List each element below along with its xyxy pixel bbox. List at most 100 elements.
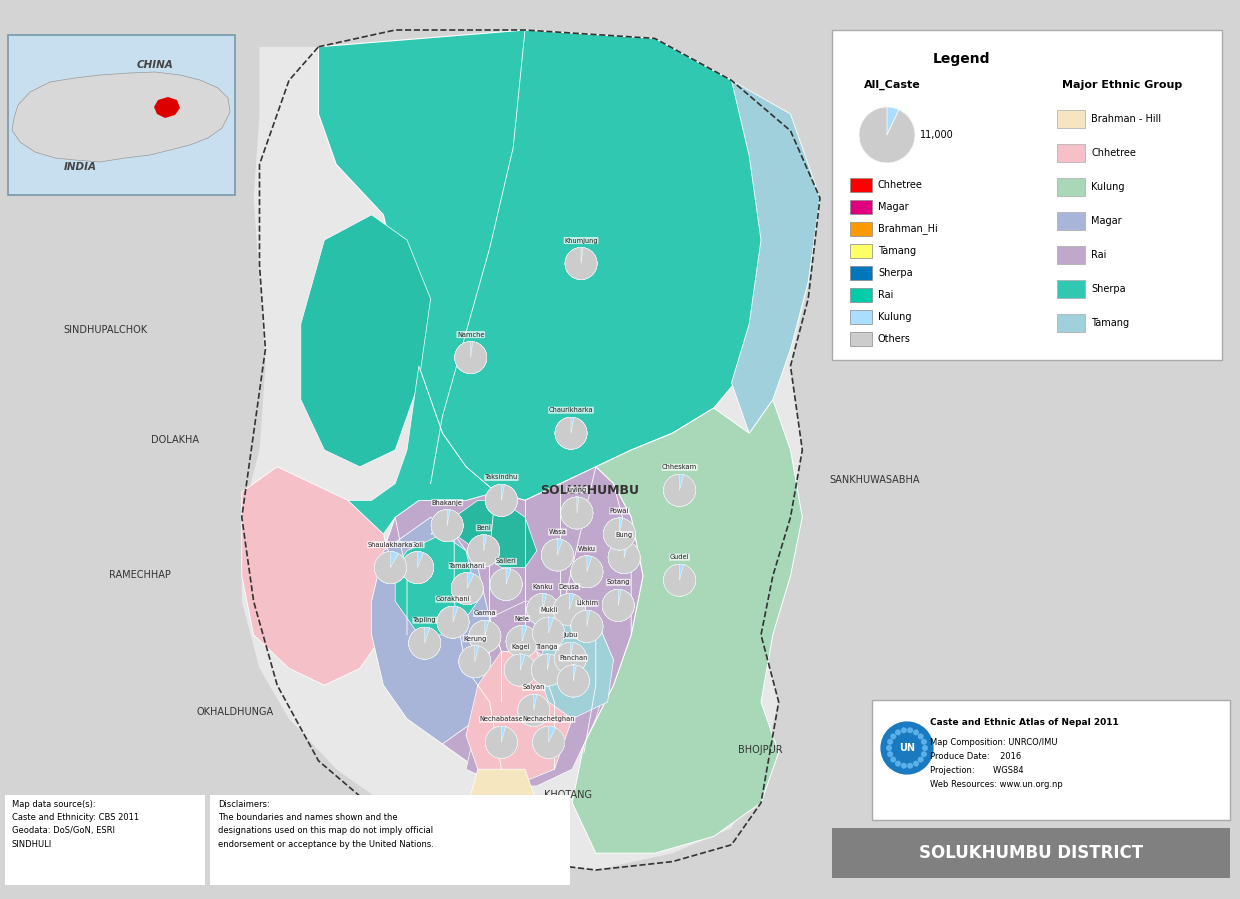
- Polygon shape: [466, 652, 572, 786]
- Wedge shape: [560, 497, 593, 529]
- Wedge shape: [485, 485, 517, 516]
- Wedge shape: [467, 535, 500, 566]
- Wedge shape: [374, 552, 407, 583]
- Wedge shape: [608, 541, 640, 574]
- Text: Juving: Juving: [567, 487, 587, 493]
- Text: Kagel: Kagel: [511, 644, 529, 650]
- Polygon shape: [372, 467, 644, 786]
- Wedge shape: [532, 654, 563, 686]
- Wedge shape: [469, 620, 501, 653]
- Wedge shape: [663, 565, 696, 596]
- Wedge shape: [460, 645, 491, 674]
- Wedge shape: [518, 694, 549, 726]
- Circle shape: [918, 734, 924, 740]
- Text: Deusa: Deusa: [559, 583, 579, 590]
- Wedge shape: [570, 556, 603, 588]
- Wedge shape: [554, 642, 587, 674]
- Wedge shape: [527, 593, 559, 626]
- Wedge shape: [409, 628, 440, 659]
- Wedge shape: [490, 568, 522, 601]
- Bar: [849, 222, 872, 236]
- Bar: [872, 700, 1230, 820]
- Wedge shape: [570, 610, 603, 643]
- Wedge shape: [532, 654, 563, 686]
- Wedge shape: [556, 417, 587, 450]
- Wedge shape: [451, 573, 484, 605]
- Wedge shape: [533, 726, 564, 759]
- Polygon shape: [348, 366, 496, 534]
- Circle shape: [890, 757, 897, 762]
- Text: CHINA: CHINA: [136, 60, 174, 70]
- Wedge shape: [485, 485, 517, 516]
- Wedge shape: [518, 694, 549, 726]
- Wedge shape: [859, 107, 915, 163]
- Text: Beni: Beni: [476, 525, 491, 530]
- Text: Wasa: Wasa: [548, 529, 567, 535]
- Wedge shape: [436, 606, 469, 638]
- Wedge shape: [506, 654, 536, 686]
- Text: Rai: Rai: [1091, 250, 1106, 260]
- Wedge shape: [534, 617, 564, 649]
- Circle shape: [895, 729, 901, 735]
- Wedge shape: [542, 539, 573, 571]
- Wedge shape: [485, 726, 517, 759]
- Wedge shape: [663, 475, 696, 506]
- Wedge shape: [490, 568, 522, 601]
- Wedge shape: [663, 565, 696, 596]
- Bar: [832, 828, 1230, 878]
- Text: SOLUKHUMBU: SOLUKHUMBU: [541, 484, 640, 496]
- Wedge shape: [542, 539, 573, 571]
- Text: BHOJPUR: BHOJPUR: [738, 745, 782, 755]
- Wedge shape: [436, 606, 467, 638]
- Wedge shape: [554, 642, 587, 674]
- Wedge shape: [374, 552, 407, 583]
- Wedge shape: [455, 342, 487, 374]
- Wedge shape: [455, 342, 487, 374]
- Wedge shape: [665, 475, 696, 495]
- Text: Bung: Bung: [615, 531, 632, 538]
- Wedge shape: [603, 590, 634, 621]
- Wedge shape: [402, 552, 434, 583]
- Wedge shape: [608, 541, 640, 574]
- Wedge shape: [558, 665, 588, 697]
- Bar: [1056, 178, 1085, 196]
- Wedge shape: [518, 694, 549, 726]
- Wedge shape: [542, 539, 573, 571]
- Wedge shape: [455, 342, 487, 374]
- Wedge shape: [570, 610, 603, 643]
- Bar: [5, 795, 205, 885]
- Text: SANKHUWASABHA: SANKHUWASABHA: [830, 475, 920, 485]
- Wedge shape: [604, 518, 635, 550]
- Wedge shape: [565, 247, 596, 280]
- Text: Map Composition: UNRCO/IMU: Map Composition: UNRCO/IMU: [930, 738, 1058, 747]
- Wedge shape: [438, 606, 469, 638]
- Wedge shape: [485, 726, 517, 759]
- Wedge shape: [608, 541, 637, 574]
- Text: INDIA: INDIA: [63, 162, 97, 172]
- Text: 11,000: 11,000: [920, 130, 954, 140]
- Wedge shape: [459, 645, 491, 678]
- Text: Powai: Powai: [610, 508, 629, 514]
- Wedge shape: [432, 510, 463, 541]
- Wedge shape: [469, 620, 501, 653]
- Wedge shape: [505, 654, 536, 686]
- Polygon shape: [537, 618, 614, 719]
- Wedge shape: [485, 726, 517, 759]
- Wedge shape: [542, 539, 573, 570]
- Bar: [849, 266, 872, 280]
- Wedge shape: [533, 726, 564, 759]
- Wedge shape: [533, 617, 564, 649]
- Wedge shape: [402, 552, 434, 583]
- Wedge shape: [505, 654, 536, 686]
- Wedge shape: [409, 628, 440, 659]
- Text: Khumjung: Khumjung: [564, 237, 598, 244]
- Wedge shape: [604, 518, 635, 549]
- Text: All_Caste: All_Caste: [863, 80, 920, 90]
- Wedge shape: [469, 620, 501, 653]
- Text: Nechabatase: Nechabatase: [480, 717, 523, 722]
- Wedge shape: [467, 535, 500, 566]
- Wedge shape: [570, 556, 603, 588]
- Wedge shape: [570, 610, 603, 643]
- Wedge shape: [533, 726, 564, 759]
- Wedge shape: [451, 573, 484, 605]
